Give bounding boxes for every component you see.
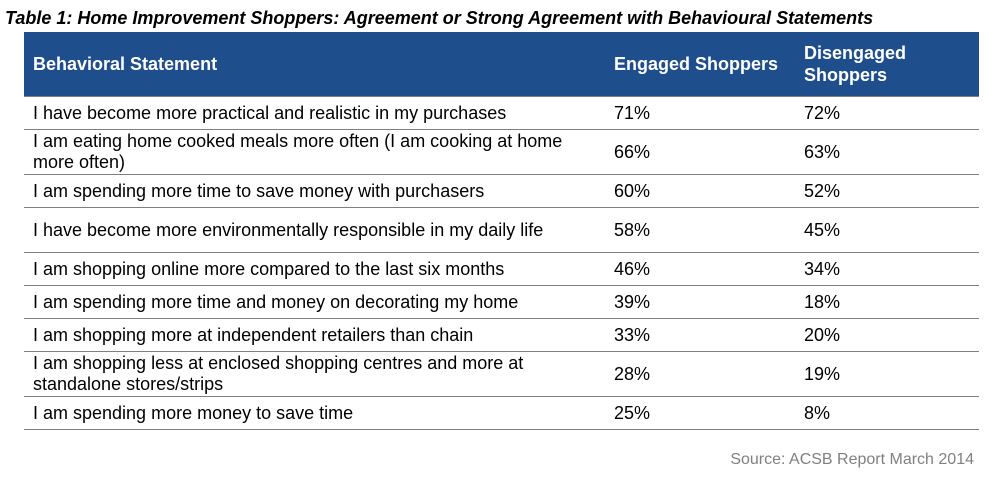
- statement-cell: I am shopping online more compared to th…: [24, 252, 606, 286]
- engaged-cell: 33%: [606, 318, 796, 352]
- statement-cell: I am spending more time and money on dec…: [24, 285, 606, 319]
- engaged-cell: 60%: [606, 174, 796, 208]
- table-title: Table 1: Home Improvement Shoppers: Agre…: [5, 8, 874, 28]
- disengaged-cell: 19%: [796, 351, 979, 397]
- engaged-cell: 71%: [606, 96, 796, 130]
- disengaged-cell: 63%: [796, 129, 979, 175]
- disengaged-cell: 52%: [796, 174, 979, 208]
- source-note: Source: ACSB Report March 2014: [730, 451, 974, 468]
- table-row: I am shopping less at enclosed shopping …: [24, 351, 979, 397]
- table-row: I am shopping more at independent retail…: [24, 318, 979, 352]
- column-header-engaged: Engaged Shoppers: [606, 32, 796, 97]
- statement-cell: I am shopping more at independent retail…: [24, 318, 606, 352]
- statement-cell: I have become more practical and realist…: [24, 96, 606, 130]
- disengaged-cell: 8%: [796, 396, 979, 430]
- column-header-disengaged: Disengaged Shoppers: [796, 32, 979, 97]
- engaged-cell: 58%: [606, 207, 796, 253]
- statement-cell: I am spending more time to save money wi…: [24, 174, 606, 208]
- disengaged-cell: 20%: [796, 318, 979, 352]
- table-row: I have become more practical and realist…: [24, 96, 979, 130]
- table-row: I am spending more time to save money wi…: [24, 174, 979, 208]
- engaged-cell: 66%: [606, 129, 796, 175]
- behavioral-statements-table: Behavioral Statement Engaged Shoppers Di…: [24, 32, 979, 430]
- table-row: I am eating home cooked meals more often…: [24, 129, 979, 175]
- disengaged-cell: 34%: [796, 252, 979, 286]
- engaged-cell: 25%: [606, 396, 796, 430]
- engaged-cell: 39%: [606, 285, 796, 319]
- table-row: I have become more environmentally respo…: [24, 207, 979, 253]
- table-header-row: Behavioral Statement Engaged Shoppers Di…: [24, 32, 979, 97]
- engaged-cell: 28%: [606, 351, 796, 397]
- engaged-cell: 46%: [606, 252, 796, 286]
- table-row: I am shopping online more compared to th…: [24, 252, 979, 286]
- table-row: I am spending more time and money on dec…: [24, 285, 979, 319]
- statement-cell: I am shopping less at enclosed shopping …: [24, 351, 606, 397]
- table-row: I am spending more money to save time 25…: [24, 396, 979, 430]
- statement-cell: I am spending more money to save time: [24, 396, 606, 430]
- disengaged-cell: 45%: [796, 207, 979, 253]
- disengaged-cell: 72%: [796, 96, 979, 130]
- column-header-statement: Behavioral Statement: [24, 32, 606, 97]
- disengaged-cell: 18%: [796, 285, 979, 319]
- statement-cell: I am eating home cooked meals more often…: [24, 129, 606, 175]
- statement-cell: I have become more environmentally respo…: [24, 207, 606, 253]
